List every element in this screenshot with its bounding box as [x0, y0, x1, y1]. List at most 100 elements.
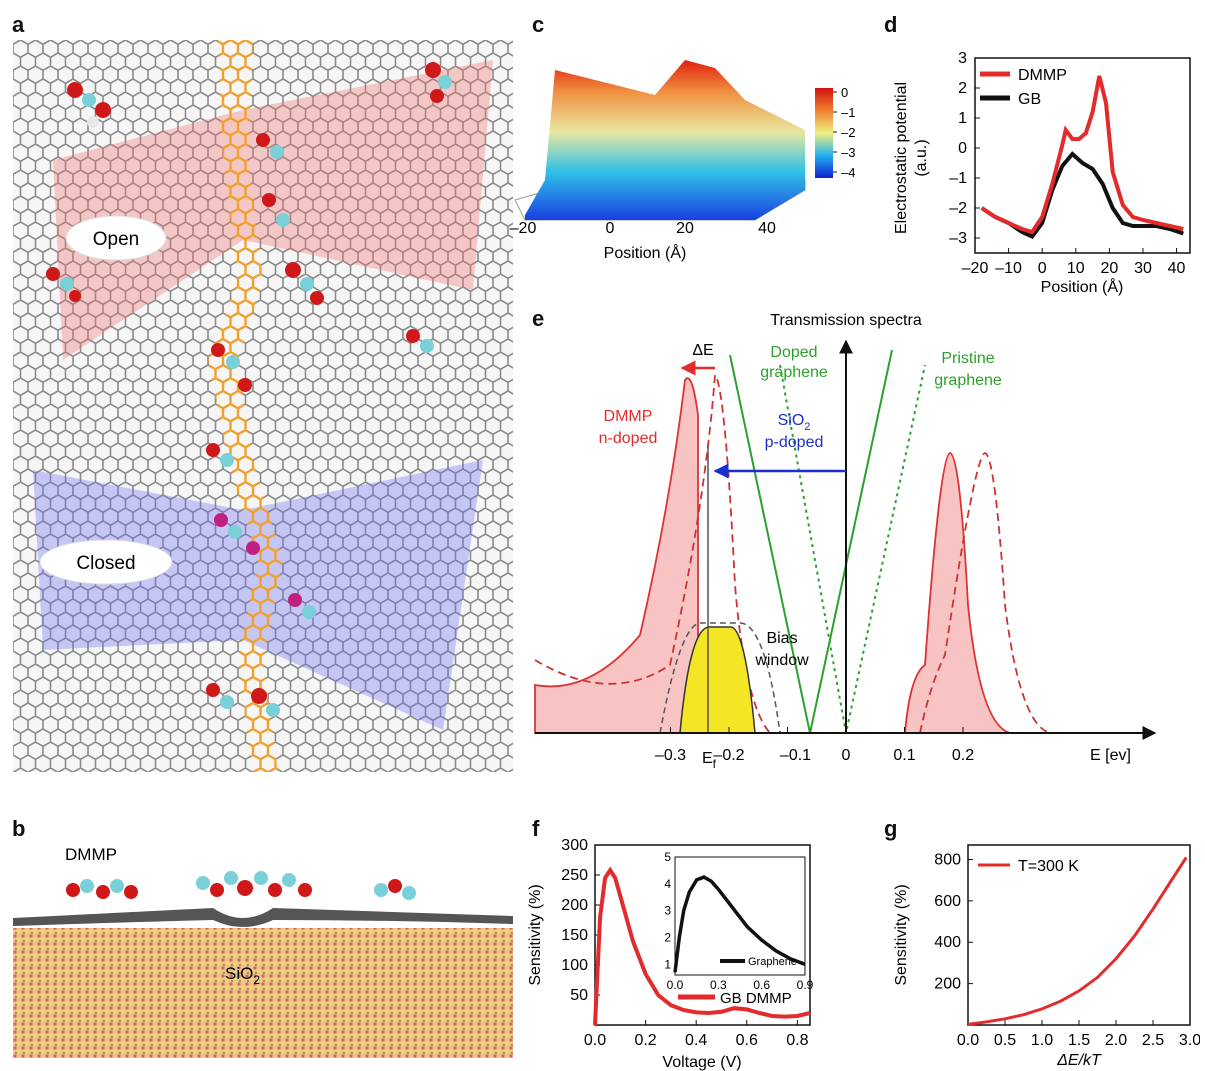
panel-e-chart: Transmission spectra ΔE Doped graphene P… — [534, 312, 1157, 771]
x-axis-label: Voltage (V) — [662, 1054, 741, 1071]
x-axis-label: ΔE/kT — [1056, 1052, 1102, 1069]
y-tick-label: –3 — [949, 230, 967, 247]
dmmp-molecules — [46, 62, 452, 717]
colorbar-tick-label: –4 — [841, 165, 855, 180]
inset-x-tick-label: 0.0 — [667, 978, 684, 992]
bias-label-1: Bias — [766, 630, 797, 647]
potential-surface — [525, 60, 805, 220]
x-tick-label: –20 — [510, 220, 537, 237]
y-axis-label-line2: (a.u.) — [913, 139, 930, 176]
chart-title: Transmission spectra — [770, 312, 922, 329]
panel-label-c: c — [532, 12, 545, 37]
panel-label-g: g — [884, 816, 898, 841]
open-label-bubble — [65, 215, 167, 261]
x-tick-label: 0.2 — [952, 747, 974, 764]
x-tick-label: 1.0 — [1031, 1032, 1053, 1049]
x-tick-label: 3.0 — [1179, 1032, 1200, 1049]
panel-label-d: d — [884, 12, 898, 37]
panel-a-graphene-illustration: Open Closed — [13, 40, 513, 772]
axis-ticks: 0.0 0.2 0.4 0.6 0.8 300 250 200 150 100 50 — [561, 837, 808, 1049]
inset-x-tick-label: 0.3 — [710, 978, 727, 992]
y-tick-label: 200 — [934, 976, 961, 993]
x-tick-label: 0.1 — [893, 747, 915, 764]
y-tick-label: 400 — [934, 934, 961, 951]
x-tick-label: –0.2 — [713, 747, 744, 764]
doped-graphene-cone — [729, 349, 893, 734]
x-tick-labels: –20 0 20 40 — [510, 220, 776, 237]
dmmp-peak-right — [904, 452, 1011, 734]
x-tick-label: –10 — [995, 260, 1022, 277]
x-axis-label: E [ev] — [1090, 747, 1131, 764]
y-tick-label: 100 — [561, 957, 588, 974]
x-tick-label: 0.6 — [736, 1032, 758, 1049]
colorbar-tick-label: –2 — [841, 125, 855, 140]
y-tick-label: 200 — [561, 897, 588, 914]
sio2-label: SiO2 — [225, 964, 260, 987]
x-axis-label: Position (Å) — [1041, 277, 1124, 296]
y-tick-label: 1 — [958, 110, 967, 127]
sio2-label-2: p-doped — [765, 434, 824, 451]
panel-label-a: a — [12, 12, 25, 37]
x-tick-label: 0 — [606, 220, 615, 237]
closed-label: Closed — [76, 553, 135, 574]
ef-label: Ef — [702, 750, 717, 771]
y-tick-label: 300 — [561, 837, 588, 854]
delta-e-label: ΔE — [692, 342, 713, 359]
panel-label-f: f — [532, 816, 540, 841]
series-dmmp — [980, 75, 1184, 235]
dmmp-molecules-side — [66, 871, 416, 900]
panel-g-chart: 0.0 0.5 1.0 1.5 2.0 2.5 3.0 800 600 400 200 T=300 … — [893, 844, 1200, 1069]
x-tick-label: 20 — [1100, 260, 1118, 277]
doped-label-1: Doped — [770, 344, 817, 361]
y-tick-label: 600 — [934, 893, 961, 910]
legend-dmmp: DMMP — [1018, 67, 1067, 84]
y-tick-label: 2 — [958, 80, 967, 97]
pristine-peak-right-dashed — [919, 452, 1051, 734]
bias-window-shifted — [659, 622, 781, 734]
plot-frame — [967, 844, 1191, 1026]
x-tick-label: 0.8 — [786, 1032, 808, 1049]
graphene-sheet-side — [13, 908, 513, 927]
inset-y-tick-label: 2 — [664, 930, 671, 944]
y-tick-label: 250 — [561, 867, 588, 884]
open-channel-region — [53, 60, 493, 360]
axis-ticks: 0.0 0.5 1.0 1.5 2.0 2.5 3.0 800 600 400 200 — [934, 851, 1200, 1049]
colorbar-tick-label: –3 — [841, 145, 855, 160]
inset-y-tick-label: 5 — [664, 850, 671, 864]
colorbar-tick-label: 0 — [841, 85, 848, 100]
inset-series-graphene — [673, 875, 806, 973]
y-axis-label: Sensitivity (%) — [527, 884, 544, 985]
x-axis-label: Position (Å) — [604, 243, 687, 262]
dmmp-label-2: n-doped — [599, 430, 658, 447]
sio2-label-1: SiO2 — [778, 412, 811, 433]
x-tick-label: 0.0 — [584, 1032, 606, 1049]
x-tick-label: 0.5 — [994, 1032, 1016, 1049]
y-axis-label-line1: Electrostatic potential — [893, 82, 910, 234]
x-tick-label: 20 — [676, 220, 694, 237]
inset-x-tick-label: 0.9 — [797, 978, 814, 992]
open-label: Open — [93, 229, 139, 250]
x-tick-label: 0.0 — [957, 1032, 979, 1049]
series-gb — [980, 151, 1184, 239]
dmmp-peak-left — [534, 377, 699, 734]
x-tick-label: 40 — [1168, 260, 1186, 277]
x-tick-labels: –0.3 –0.2 –0.1 0 0.1 0.2 — [655, 727, 974, 764]
inset-y-tick-label: 3 — [664, 904, 671, 918]
legend-gb-dmmp: GB DMMP — [720, 990, 792, 1007]
x-tick-label: –20 — [962, 260, 989, 277]
x-tick-label: 2.0 — [1105, 1032, 1127, 1049]
closed-label-bubble — [39, 539, 173, 585]
bias-window — [679, 626, 756, 734]
x-tick-label: 1.5 — [1068, 1032, 1090, 1049]
inset-y-tick-label: 4 — [664, 877, 671, 891]
y-tick-label: 50 — [570, 987, 588, 1004]
x-tick-label: 0.4 — [685, 1032, 707, 1049]
panel-b-side-view: DMMP SiO2 — [13, 845, 513, 1058]
series-lines — [593, 866, 811, 1026]
colorbar-ticks: 0 –1 –2 –3 –4 — [833, 85, 855, 180]
y-tick-label: 150 — [561, 927, 588, 944]
panel-c-surface-plot: 0 –1 –2 –3 –4 –20 0 20 40 Position (Å) — [510, 60, 855, 262]
